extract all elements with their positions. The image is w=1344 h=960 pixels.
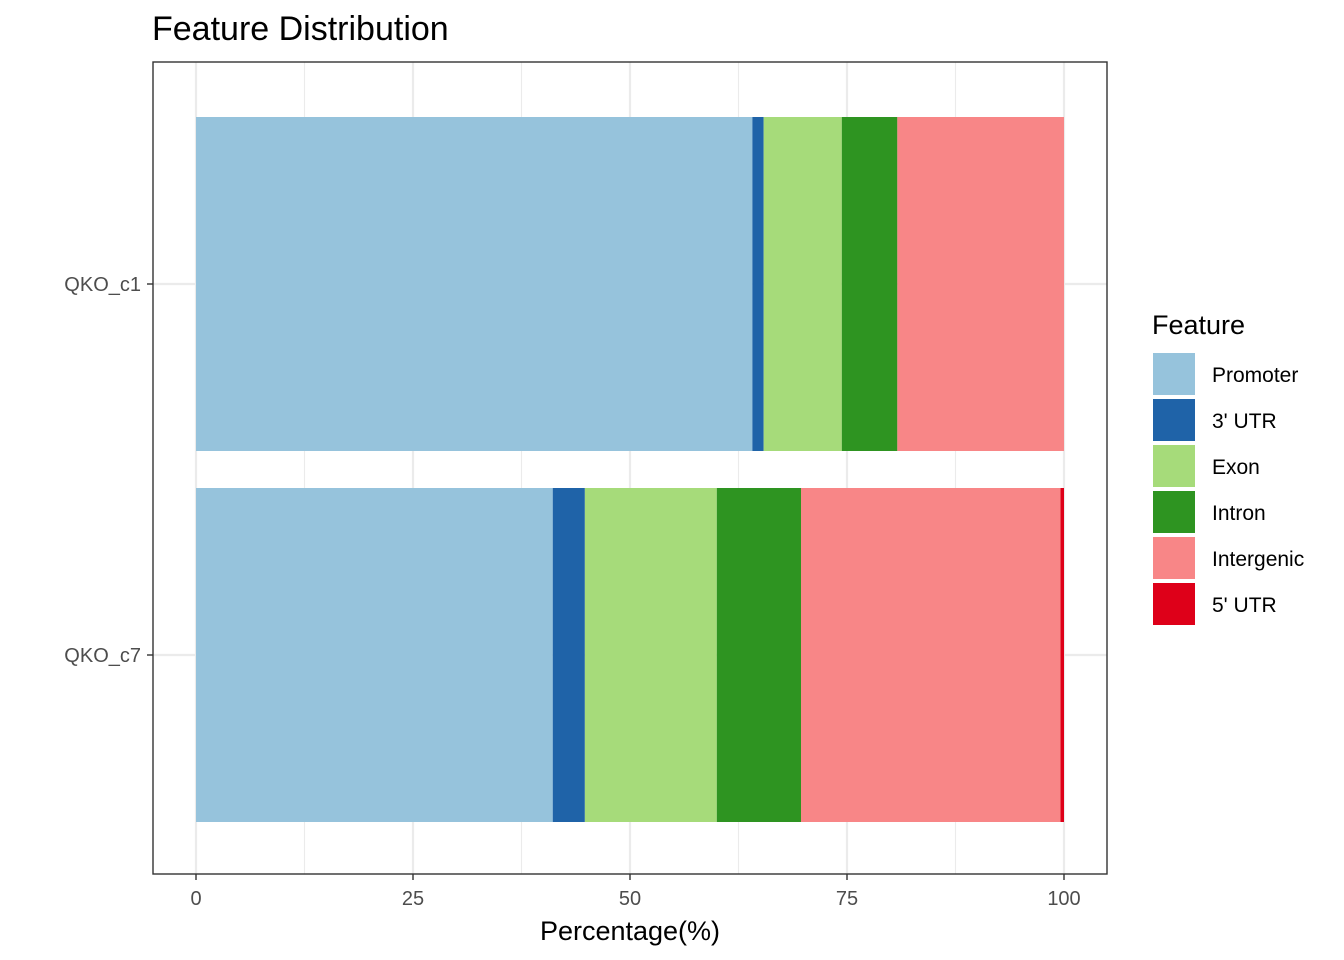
- legend-label: Intergenic: [1212, 548, 1304, 571]
- x-tick-label: 100: [1047, 888, 1080, 910]
- bars: [196, 117, 1064, 822]
- legend-key: [1153, 399, 1195, 441]
- x-tick-label: 25: [402, 888, 424, 910]
- legend-key: [1153, 491, 1195, 533]
- legend-label: Intron: [1212, 502, 1266, 525]
- bar-segment: [800, 488, 1061, 822]
- y-axis: QKO_c1 QKO_c7: [64, 274, 153, 667]
- legend-label: Exon: [1212, 456, 1260, 479]
- legend-items: Promoter 3' UTR Exon Intron Intergenic 5' UTR: [1153, 353, 1304, 625]
- y-tick-label: QKO_c1: [64, 274, 141, 296]
- legend: Feature Promoter 3' UTR Exon Intron Intergen…: [1152, 310, 1304, 625]
- bar-segment: [752, 117, 764, 451]
- legend-key: [1153, 537, 1195, 579]
- x-axis-title: Percentage(%): [540, 916, 720, 946]
- bar-segment: [552, 488, 585, 822]
- legend-title: Feature: [1152, 310, 1245, 340]
- bar-segment: [584, 488, 717, 822]
- bar-segment: [196, 488, 553, 822]
- bar-segment: [1060, 488, 1064, 822]
- legend-label: 3' UTR: [1212, 410, 1277, 433]
- y-tick-label: QKO_c7: [64, 645, 141, 667]
- x-tick-label: 0: [190, 888, 201, 910]
- bar-segment: [716, 488, 801, 822]
- x-axis: 0 25 50 75 100: [190, 874, 1081, 910]
- legend-key: [1153, 353, 1195, 395]
- plot-area: [152, 61, 1108, 875]
- x-tick-label: 75: [836, 888, 858, 910]
- legend-label: Promoter: [1212, 364, 1298, 387]
- bar-segment: [196, 117, 753, 451]
- legend-key: [1153, 583, 1195, 625]
- chart-title: Feature Distribution: [152, 10, 449, 48]
- bar-segment: [763, 117, 842, 451]
- legend-key: [1153, 445, 1195, 487]
- legend-label: 5' UTR: [1212, 594, 1277, 617]
- x-tick-label: 50: [619, 888, 641, 910]
- bar-segment: [841, 117, 898, 451]
- bar-segment: [897, 117, 1064, 451]
